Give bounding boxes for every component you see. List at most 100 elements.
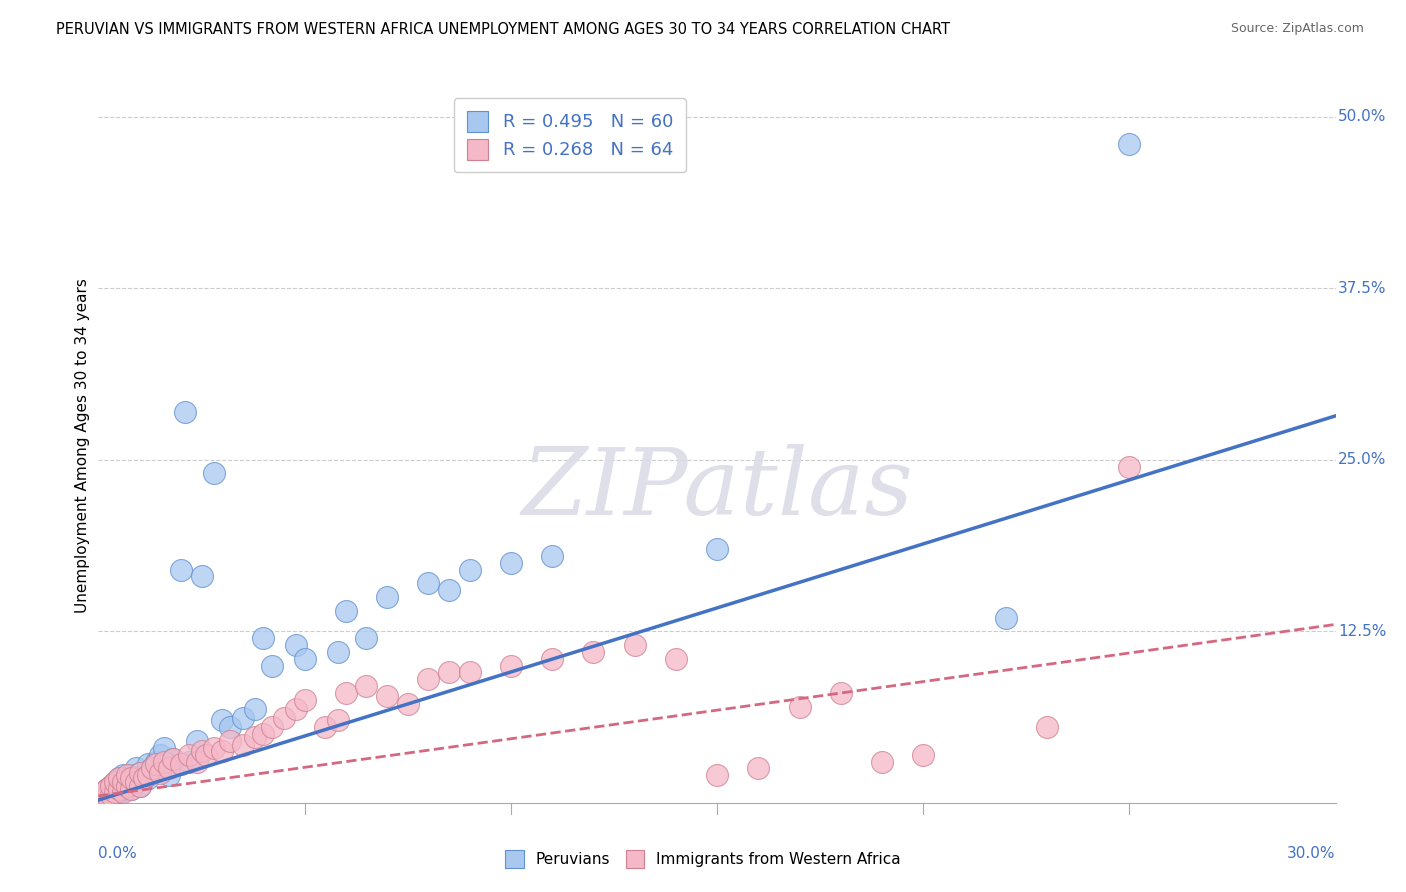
Point (294, 693, 316, 707)
Point (128, 780, 150, 794)
Point (100, 780, 122, 794)
Point (96, 782, 118, 797)
Point (149, 747, 172, 762)
Point (260, 658, 283, 673)
Point (91, 785, 114, 799)
Point (136, 768, 159, 782)
Point (273, 711, 295, 725)
Point (499, 556, 522, 570)
Point (747, 762, 769, 776)
Text: 25.0%: 25.0% (1339, 452, 1386, 467)
Point (128, 780, 150, 794)
Point (108, 780, 131, 794)
Point (211, 744, 233, 758)
Point (285, 702, 308, 716)
Point (120, 771, 142, 785)
Text: PERUVIAN VS IMMIGRANTS FROM WESTERN AFRICA UNEMPLOYMENT AMONG AGES 30 TO 34 YEAR: PERUVIAN VS IMMIGRANTS FROM WESTERN AFRI… (56, 22, 950, 37)
Text: 30.0%: 30.0% (1288, 846, 1336, 861)
Point (153, 740, 176, 755)
Point (252, 727, 274, 741)
Point (120, 782, 142, 797)
Point (100, 788, 122, 802)
Point (100, 785, 122, 799)
Legend: Peruvians, Immigrants from Western Africa: Peruvians, Immigrants from Western Afric… (498, 843, 908, 875)
Point (91, 791, 114, 805)
Point (162, 752, 184, 766)
Point (706, 768, 728, 782)
Point (124, 775, 146, 789)
Point (108, 782, 131, 797)
Point (104, 788, 127, 802)
Point (202, 740, 225, 755)
Point (314, 720, 336, 734)
Point (356, 631, 378, 645)
Point (141, 762, 163, 776)
Point (112, 775, 135, 789)
Point (789, 699, 811, 714)
Point (132, 771, 155, 785)
Point (499, 658, 522, 673)
Point (458, 562, 481, 576)
Point (190, 744, 212, 758)
Point (541, 549, 564, 563)
Point (437, 665, 460, 680)
Point (186, 734, 208, 748)
Point (294, 651, 316, 665)
Point (582, 645, 605, 659)
Point (232, 738, 254, 752)
Point (108, 771, 131, 785)
Point (112, 782, 135, 797)
Point (104, 785, 127, 799)
Text: 0.0%: 0.0% (98, 846, 138, 861)
Point (243, 730, 266, 744)
Point (112, 775, 135, 789)
Point (136, 771, 159, 785)
Point (623, 638, 645, 652)
Point (994, 610, 1017, 624)
Point (375, 590, 398, 604)
Point (100, 780, 122, 794)
Point (136, 757, 159, 772)
Point (120, 768, 142, 782)
Point (157, 762, 180, 776)
Point (190, 569, 212, 583)
Point (243, 702, 266, 716)
Point (458, 665, 481, 680)
Text: ZIPatlas: ZIPatlas (522, 444, 912, 533)
Point (541, 651, 564, 665)
Point (112, 785, 135, 799)
Text: 12.5%: 12.5% (1339, 624, 1386, 639)
Point (252, 631, 274, 645)
Point (132, 768, 155, 782)
Point (219, 720, 242, 734)
Point (174, 405, 197, 419)
Point (112, 768, 135, 782)
Point (179, 747, 201, 762)
Point (124, 762, 146, 776)
Point (396, 697, 419, 711)
Point (285, 638, 308, 652)
Point (117, 771, 139, 785)
Point (117, 768, 139, 782)
Point (91, 791, 114, 805)
Point (437, 583, 460, 598)
Point (162, 752, 184, 766)
Point (418, 673, 440, 687)
Point (912, 747, 935, 762)
Point (128, 765, 150, 780)
Point (186, 755, 208, 769)
Point (128, 765, 150, 780)
Point (100, 789, 122, 803)
Point (117, 780, 139, 794)
Text: 50.0%: 50.0% (1339, 109, 1386, 124)
Point (149, 765, 172, 780)
Point (1118, 459, 1140, 474)
Point (96, 785, 118, 799)
Point (91, 788, 114, 802)
Point (157, 768, 180, 782)
Point (194, 747, 217, 762)
Point (108, 771, 131, 785)
Point (170, 562, 193, 576)
Point (108, 785, 131, 799)
Point (170, 757, 193, 772)
